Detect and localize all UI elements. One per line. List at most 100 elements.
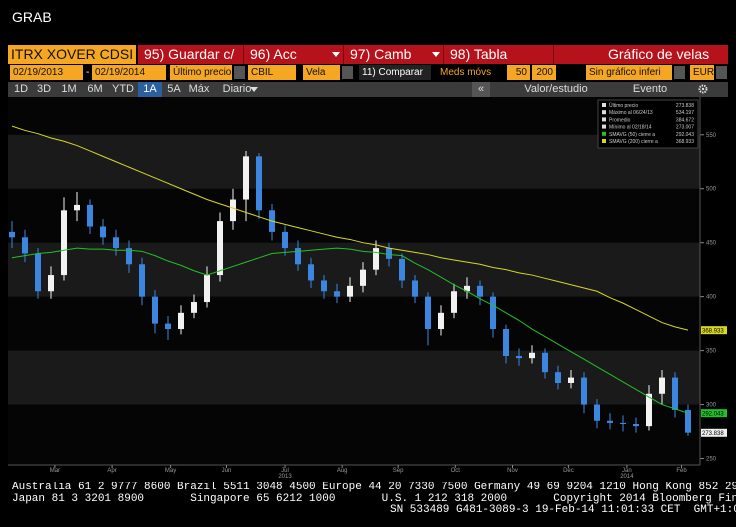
footer-line: Japan 81 3 3201 8900 Singapore 65 6212 1… <box>12 492 736 505</box>
candle-body <box>334 291 340 297</box>
period-tab[interactable]: YTD <box>112 83 134 95</box>
candle-body <box>360 269 366 286</box>
period-tab[interactable]: 3D <box>36 83 52 95</box>
dropdown-arrow[interactable] <box>674 66 685 79</box>
end-date[interactable]: 02/19/2014 <box>92 65 166 80</box>
table-button[interactable]: 98) Tabla <box>444 45 554 64</box>
candle-body <box>646 393 652 427</box>
save-button[interactable]: 95) Guardar c/ <box>138 45 244 64</box>
period-tab[interactable]: Diario <box>222 83 252 95</box>
value-badge-label: 368.933 <box>702 328 724 334</box>
candle-body <box>22 237 28 254</box>
legend-swatch <box>602 131 606 136</box>
y-tick-label: 550 <box>706 133 717 139</box>
candle-body <box>87 204 93 227</box>
candle-body <box>100 226 106 238</box>
candle-body <box>529 352 535 359</box>
footer-line: SN 533489 G481-3089-3 19-Feb-14 11:01:33… <box>390 504 736 516</box>
candle-body <box>139 264 145 297</box>
candle-body <box>9 231 15 238</box>
footer-line: Australia 61 2 9777 8600 Brazil 5511 304… <box>12 482 736 493</box>
value-badge-label: 292.043 <box>702 411 724 417</box>
candle-body <box>672 377 678 410</box>
y-tick-label: 250 <box>706 457 717 463</box>
candle-body <box>243 156 249 200</box>
period-tab[interactable]: 1M <box>61 83 77 95</box>
field-select[interactable]: Último precio <box>170 65 232 80</box>
start-date[interactable]: 02/19/2013 <box>10 65 83 80</box>
legend-value: 273.838 <box>676 103 694 109</box>
period-tab[interactable]: 6M <box>87 83 103 95</box>
candle-body <box>295 248 301 265</box>
candle-body <box>152 296 158 324</box>
change-button[interactable]: 97) Camb <box>344 45 444 64</box>
period-tab[interactable]: 1A <box>138 82 162 97</box>
candle-body <box>607 420 613 423</box>
x-tick-label: Jan <box>622 468 632 474</box>
x-tick-label: Mar <box>50 468 60 474</box>
dropdown-arrow[interactable] <box>234 66 245 79</box>
y-tick-label: 450 <box>706 241 717 247</box>
dropdown-arrow[interactable] <box>716 66 727 79</box>
legend-value: 368.933 <box>676 139 694 145</box>
candle-body <box>113 237 119 249</box>
legend-label: SMAVG (50) cierre a <box>609 132 655 138</box>
legend: Último precio 273.838 Máximo al 06/24/13 53… <box>597 99 699 149</box>
period-tab[interactable]: Máx <box>188 83 210 95</box>
candle-body <box>282 231 288 249</box>
event-button[interactable]: Evento <box>632 83 668 95</box>
candle-body <box>165 323 171 330</box>
candle-body <box>425 296 431 330</box>
candle-body <box>204 275 210 303</box>
period-tab[interactable]: 1D <box>13 83 29 95</box>
source-field[interactable]: CBIL <box>248 65 296 80</box>
candle-body <box>61 210 67 276</box>
security-field[interactable]: ITRX XOVER CDSI <box>8 45 136 64</box>
candle-body <box>659 377 665 394</box>
candle-body <box>399 258 405 281</box>
study-button[interactable]: Valor/estudio <box>524 83 588 95</box>
candle-body <box>542 352 548 373</box>
candle-body <box>581 377 587 405</box>
ma-period[interactable]: 50 <box>507 65 530 80</box>
candle-body <box>477 285 483 297</box>
x-tick-label: Feb <box>676 468 687 474</box>
candle-body <box>438 312 444 330</box>
period-bar: 1D 3D 1M 6M YTD 1A 5A Máx Diario « Valor/estudio Ev… <box>8 82 728 97</box>
grid-band <box>8 134 700 189</box>
legend-value: 384.672 <box>676 117 694 123</box>
candle-body <box>191 302 197 313</box>
candle-body <box>373 248 379 270</box>
y-tick-label: 300 <box>706 403 717 409</box>
dropdown-arrow[interactable] <box>342 66 353 79</box>
legend-box <box>597 99 699 149</box>
ma-period[interactable]: 200 <box>532 65 556 80</box>
candle-body <box>555 372 561 383</box>
candle-body <box>503 329 509 357</box>
settings-icon[interactable] <box>698 84 708 94</box>
candle-body <box>178 312 184 330</box>
lower-chart-select[interactable]: Sin gráfico inferi <box>586 65 672 80</box>
compare-button[interactable]: 11) Comparar <box>359 65 431 80</box>
period-tab[interactable]: 5A <box>167 83 181 95</box>
candle-body <box>412 280 418 297</box>
view-title: Gráfico de velas <box>608 46 710 62</box>
candle-body <box>126 248 132 265</box>
candle-body <box>516 356 522 359</box>
candle-body <box>256 156 262 211</box>
candle-body <box>685 409 691 433</box>
legend-label: Promedio <box>609 117 631 123</box>
legend-swatch <box>602 103 606 107</box>
actions-button[interactable]: 96) Acc <box>244 45 344 64</box>
x-tick-label: Dec <box>563 468 574 474</box>
candle-body <box>386 248 392 259</box>
candle-body <box>620 422 626 424</box>
legend-swatch <box>602 124 606 129</box>
value-badge <box>701 409 727 418</box>
currency-field[interactable]: EUR <box>690 65 714 80</box>
style-select[interactable]: Vela <box>303 65 340 80</box>
collapse-button[interactable]: « <box>472 82 490 97</box>
candle-body <box>217 221 223 276</box>
candle-body <box>48 275 54 292</box>
